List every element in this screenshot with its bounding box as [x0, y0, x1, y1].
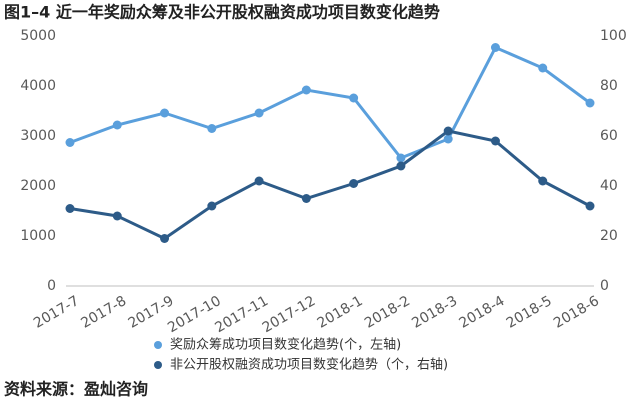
x-tick-label: 2017-10 [165, 293, 224, 336]
point [254, 176, 264, 186]
source: 资料来源：盈灿咨询 [4, 380, 148, 399]
point [65, 204, 75, 213]
y2-tick-label: 20 [600, 228, 618, 244]
series-line [69, 45, 591, 160]
x-tick-label: 2018-3 [409, 293, 460, 332]
series-line [69, 129, 591, 241]
legend-label: 非公开股权融资成功项目数变化趋势（个，右轴) [170, 357, 448, 373]
x-tick-label: 2017-12 [260, 293, 319, 336]
x-tick-label: 2018-2 [362, 293, 413, 332]
point [254, 108, 264, 118]
legend-marker [154, 341, 162, 349]
point [301, 85, 311, 95]
x-tick-label: 2017-7 [31, 293, 82, 332]
y-tick-label: 2000 [20, 178, 56, 194]
point [396, 161, 406, 171]
y-tick-label: 3000 [20, 128, 56, 144]
x-tick-label: 2018-6 [551, 293, 602, 332]
point [538, 176, 548, 186]
point [443, 126, 453, 136]
x-tick-label: 2018-1 [315, 293, 366, 332]
y2-tick-label: 80 [600, 78, 618, 94]
point [160, 234, 170, 243]
point [65, 138, 75, 147]
x-tick-label: 2018-5 [504, 293, 555, 332]
chart-title: 图1–4 近一年奖励众筹及非公开股权融资成功项目数变化趋势 [4, 3, 440, 22]
point [349, 93, 359, 103]
y2-tick-label: 60 [600, 128, 618, 144]
x-tick-label: 2017-8 [78, 293, 129, 332]
point [207, 124, 217, 133]
legend-marker [154, 361, 162, 369]
point [301, 194, 311, 203]
y-tick-label: 5000 [20, 28, 56, 44]
point [112, 120, 122, 130]
x-tick-label: 2018-4 [457, 293, 508, 332]
point [538, 63, 548, 73]
x-tick-label: 2017-11 [212, 293, 271, 336]
point [585, 201, 595, 211]
point [160, 108, 170, 118]
y-tick-label: 4000 [20, 78, 56, 94]
point [443, 134, 453, 144]
point [112, 211, 122, 221]
point [207, 201, 217, 211]
y2-tick-label: 100 [600, 28, 627, 44]
point [585, 98, 595, 108]
y2-tick-label: 0 [600, 278, 609, 294]
point [490, 136, 500, 146]
point [490, 43, 500, 52]
y-tick-label: 1000 [20, 228, 56, 244]
y-tick-label: 0 [47, 278, 56, 294]
legend-label: 奖励众筹成功项目数变化趋势(个，左轴) [170, 337, 401, 353]
point [349, 179, 359, 188]
y2-tick-label: 40 [600, 178, 618, 194]
point [396, 153, 406, 163]
